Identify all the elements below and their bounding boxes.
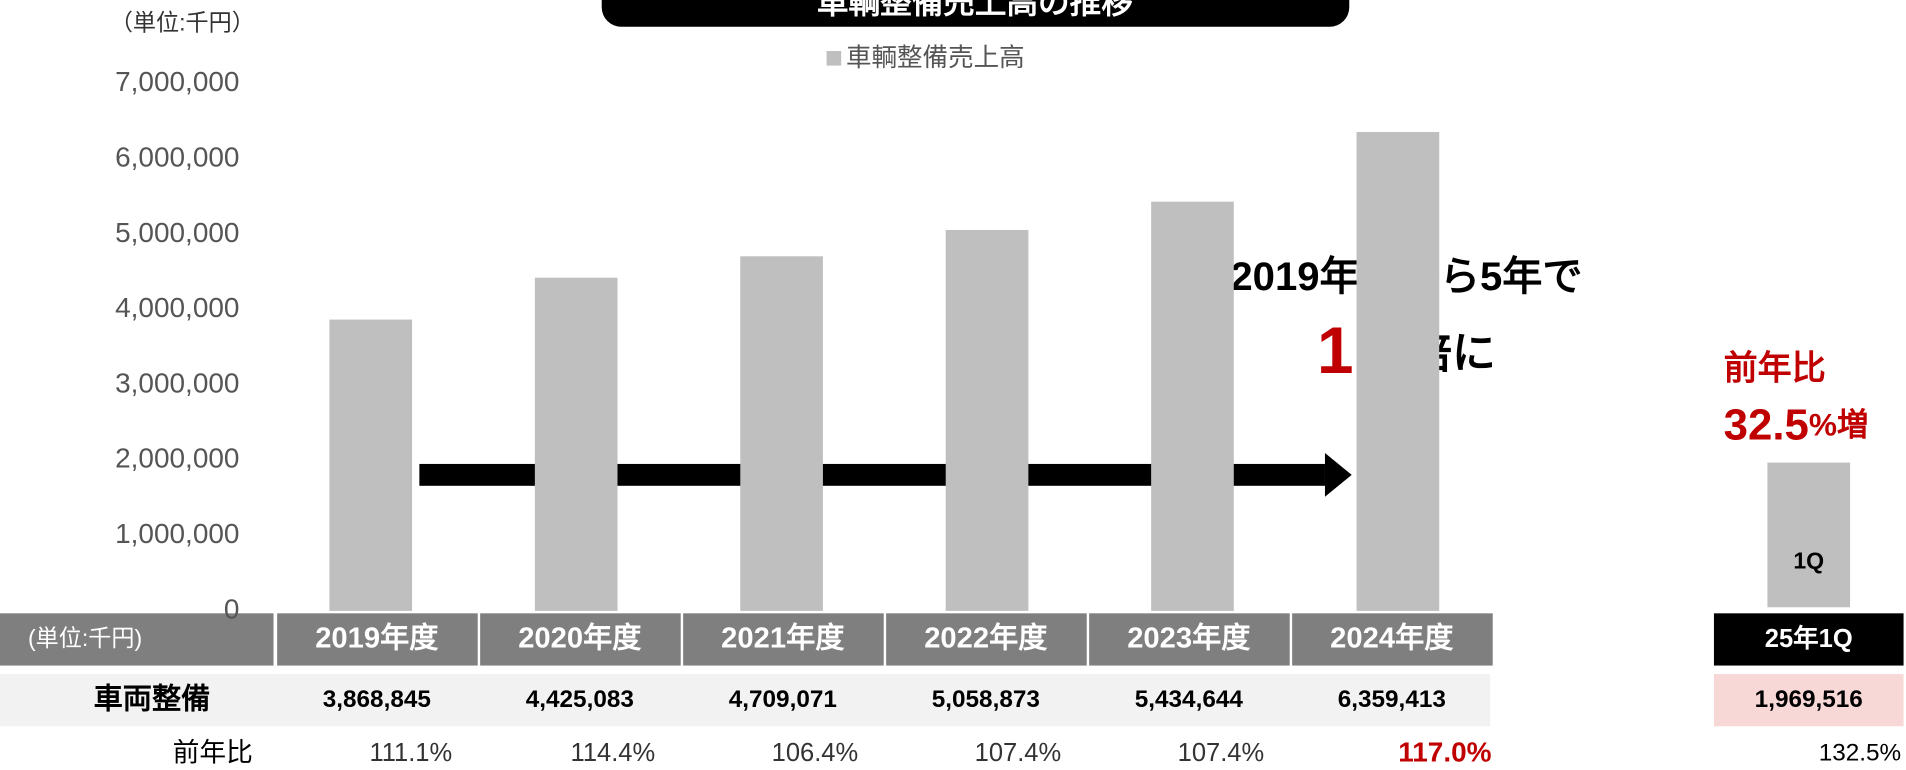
header-cell: [277, 613, 478, 666]
arrow: [419, 463, 1325, 486]
legend-label: 車輌整備売上高: [846, 44, 1025, 72]
quarter-yoy: 132.5%: [1819, 740, 1901, 767]
y-tick-label: 5,000,000: [115, 217, 239, 248]
x-tick-label: 2020年度: [518, 621, 642, 655]
yoy-value: 117.0%: [1398, 737, 1491, 768]
bar: [945, 229, 1029, 611]
change-suffix: %増: [1809, 407, 1869, 443]
quarter-category: 25年1Q: [1765, 624, 1853, 653]
y-tick-label: 1,000,000: [115, 518, 239, 549]
x-tick-label: 2019年度: [315, 621, 439, 655]
yoy-label: 前年比: [173, 737, 253, 767]
change: 32.5: [1724, 400, 1809, 449]
y-tick-label: 7,000,000: [115, 66, 239, 97]
y-tick-label: 0: [224, 593, 240, 624]
bar: [1151, 201, 1234, 611]
legend-swatch: [826, 51, 842, 66]
chart-title: 車輌整備売上高の推移: [817, 0, 1133, 20]
table-unit: (単位:千円): [28, 625, 142, 651]
x-tick-label: 2022年度: [924, 621, 1048, 655]
quarter-bar: [1767, 462, 1851, 608]
bar: [534, 277, 618, 611]
yoy-value: 106.4%: [772, 739, 859, 767]
bar: [1356, 132, 1440, 611]
y-tick-label: 3,000,000: [115, 367, 239, 398]
value-label: 4,425,083: [526, 686, 634, 713]
value-label: 3,868,845: [323, 686, 431, 713]
bar: [329, 319, 413, 611]
y-tick-label: 4,000,000: [115, 292, 239, 323]
quarter-cell: [1713, 674, 1904, 727]
table-header: [0, 613, 274, 666]
arrow-head: [1324, 453, 1352, 497]
header-cell: [1089, 613, 1290, 666]
quarter-change: 32.5%増: [1724, 400, 1869, 449]
header-cell: [480, 613, 681, 666]
yoy-value: 107.4%: [1178, 739, 1265, 767]
x-tick-label: 2024年度: [1330, 621, 1454, 655]
bar: [740, 256, 823, 611]
yoy-value: 111.1%: [369, 739, 452, 767]
value-label: 6,359,413: [1338, 686, 1446, 713]
quarter-bar-label: 1Q: [1793, 547, 1824, 573]
quarter-header: [1713, 613, 1904, 666]
header-cell: [683, 613, 884, 666]
yoy-value: 107.4%: [975, 739, 1062, 767]
y-tick-label: 6,000,000: [115, 141, 239, 172]
header-cell: [1292, 613, 1493, 666]
header-cell: [886, 613, 1087, 666]
unit-label: （単位:千円）: [110, 9, 255, 35]
y-tick-label: 2,000,000: [115, 443, 239, 474]
x-tick-label: 2021年度: [721, 621, 845, 655]
quarter-headline: 前年比: [1724, 349, 1826, 387]
value-label: 4,709,071: [729, 686, 837, 713]
x-tick-label: 2023年度: [1127, 621, 1251, 655]
value-label: 5,434,644: [1135, 686, 1244, 713]
quarter-value-label: 1,969,516: [1755, 686, 1863, 713]
table-row: [0, 674, 1491, 727]
row-label: 車両整備: [94, 682, 211, 715]
value-label: 5,058,873: [932, 686, 1040, 713]
yoy-value: 114.4%: [571, 739, 656, 767]
title-box: [601, 0, 1350, 27]
